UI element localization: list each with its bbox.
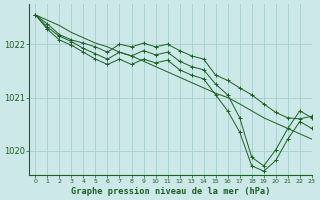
X-axis label: Graphe pression niveau de la mer (hPa): Graphe pression niveau de la mer (hPa): [71, 187, 270, 196]
